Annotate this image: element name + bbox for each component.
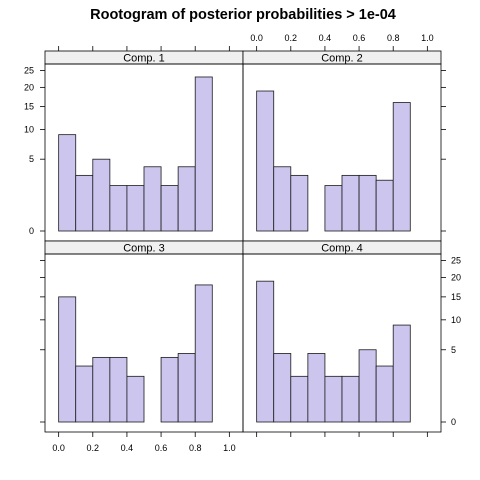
histogram-bar: [109, 185, 128, 232]
histogram-bar: [290, 174, 309, 232]
histogram-bar: [256, 280, 275, 423]
panel-strip-label: Comp. 4: [321, 243, 363, 255]
histogram-bar: [75, 365, 94, 423]
y-axis-ticks: [40, 260, 45, 423]
histogram-bar: [92, 356, 111, 423]
histogram-bar: [92, 158, 111, 232]
histogram-bar: [126, 185, 145, 232]
histogram-bar: [375, 365, 394, 423]
histogram-bar: [341, 375, 360, 423]
histogram-bar: [109, 356, 128, 423]
plot-area: Comp. 1 Comp. 2 Comp. 3 Comp. 4 0.0 0.2 0.4 0.6…: [24, 33, 461, 453]
x-axis-ticks: [256, 432, 428, 437]
histogram-bar: [160, 185, 179, 232]
y-tick-label: 10: [24, 124, 34, 134]
panel-2: Comp. 2: [242, 50, 442, 242]
y-tick-label: 25: [24, 65, 34, 75]
x-tick-label: 0.6: [155, 443, 168, 453]
panel-strip-label: Comp. 3: [123, 243, 165, 255]
histogram-bar: [143, 166, 162, 232]
panel-strip-label: Comp. 2: [321, 53, 363, 65]
x-axis: 0.0 0.2 0.4 0.6 0.8 1.0: [52, 432, 236, 453]
histogram-bar: [58, 296, 77, 423]
y-axis: 0 5 10 15 20 25: [24, 65, 45, 236]
x-tick-label: 0.0: [250, 33, 263, 43]
histogram-bar: [273, 166, 292, 232]
x-tick-label: 0.8: [189, 443, 202, 453]
y-axis: 0 5 10 15 20 25: [441, 255, 461, 427]
y-tick-label: 15: [24, 102, 34, 112]
y-tick-label: 20: [24, 82, 34, 92]
x-tick-label: 0.2: [87, 443, 100, 453]
histogram-bar: [75, 174, 94, 232]
x-tick-label: 0.6: [353, 33, 366, 43]
histogram-bar: [256, 90, 275, 232]
y-tick-label: 10: [451, 315, 461, 325]
histogram-bar: [307, 353, 326, 423]
histogram-bar: [273, 353, 292, 423]
x-axis-ticks: [58, 46, 230, 51]
histogram-bar: [392, 324, 411, 423]
histogram-bar: [358, 349, 377, 423]
histogram-bar: [160, 356, 179, 423]
histogram-bar: [177, 353, 196, 423]
y-axis-ticks: [441, 70, 446, 232]
histogram-bar: [358, 174, 377, 232]
histogram-bar: [194, 284, 213, 423]
x-tick-label: 0.2: [285, 33, 298, 43]
panel-3: Comp. 3: [44, 240, 244, 433]
x-tick-label: 1.0: [421, 33, 434, 43]
panel-strip-label: Comp. 1: [123, 53, 165, 65]
panel-frame: [242, 253, 442, 433]
y-tick-label: 0: [451, 417, 456, 427]
y-tick-label: 5: [451, 345, 456, 355]
histogram-bar: [194, 76, 213, 232]
histogram-bar: [290, 375, 309, 423]
histogram-bar: [392, 102, 411, 232]
y-tick-label: 25: [451, 255, 461, 265]
x-axis: 0.0 0.2 0.4 0.6 0.8 1.0: [250, 33, 434, 51]
histogram-bar: [177, 166, 196, 232]
histogram-bar: [341, 174, 360, 232]
histogram-bar: [324, 185, 343, 232]
x-tick-label: 0.4: [121, 443, 134, 453]
chart-title: Rootogram of posterior probabilities > 1…: [90, 7, 396, 23]
histogram-bar: [324, 375, 343, 423]
x-tick-label: 1.0: [223, 443, 236, 453]
panel-1: Comp. 1: [44, 50, 244, 242]
panel-4: Comp. 4: [242, 240, 442, 433]
x-tick-label: 0.0: [52, 443, 65, 453]
y-tick-label: 5: [29, 154, 34, 164]
histogram-bar: [375, 179, 394, 232]
y-tick-label: 15: [451, 292, 461, 302]
y-tick-label: 0: [29, 226, 34, 236]
histogram-bar: [58, 134, 77, 232]
x-tick-label: 0.4: [319, 33, 332, 43]
histogram-bar: [126, 375, 145, 423]
x-tick-label: 0.8: [387, 33, 400, 43]
y-tick-label: 20: [451, 273, 461, 283]
